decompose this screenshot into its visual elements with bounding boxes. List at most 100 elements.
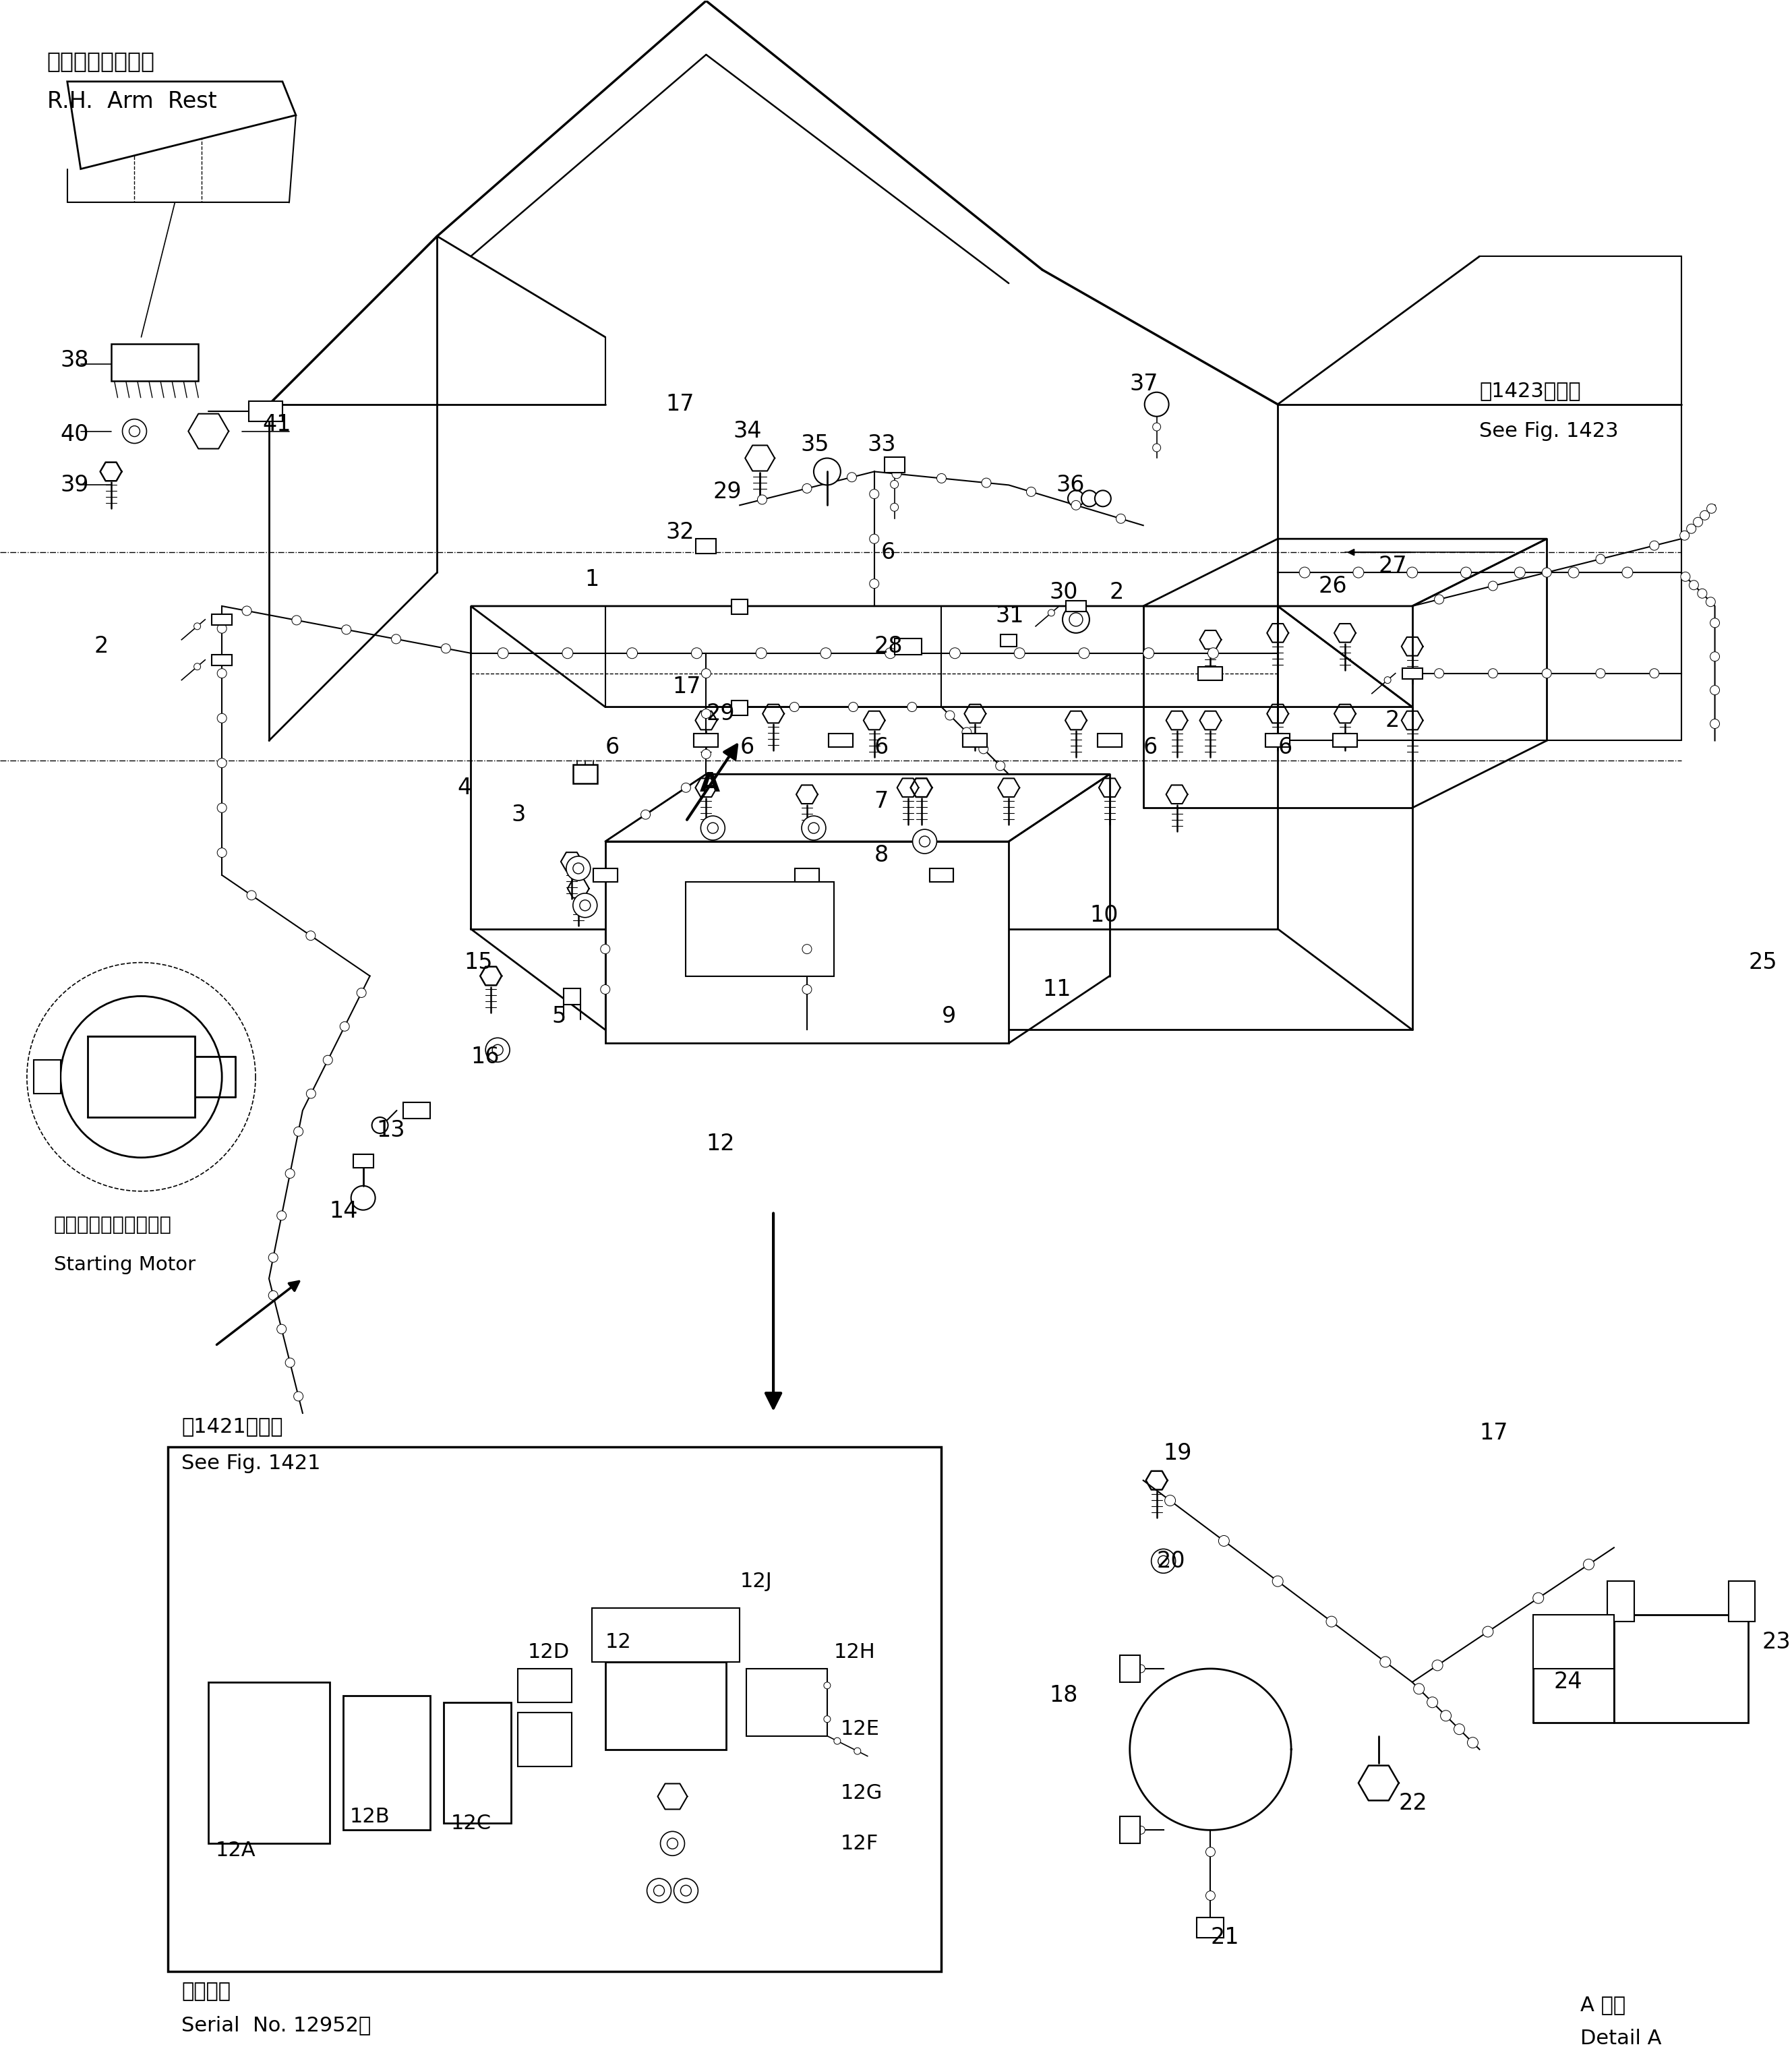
- Bar: [573, 765, 597, 783]
- Circle shape: [1014, 648, 1025, 658]
- Circle shape: [217, 624, 226, 634]
- Circle shape: [1136, 1825, 1145, 1834]
- Circle shape: [1299, 566, 1310, 578]
- Bar: [930, 868, 953, 882]
- Circle shape: [1650, 541, 1659, 550]
- Circle shape: [912, 829, 937, 853]
- Text: 11: 11: [1043, 978, 1072, 1001]
- Text: 6: 6: [1278, 736, 1292, 759]
- Circle shape: [758, 494, 767, 505]
- Circle shape: [1693, 517, 1702, 527]
- Text: 12: 12: [606, 1633, 631, 1651]
- Text: 37: 37: [1129, 373, 1158, 396]
- Bar: [606, 841, 1009, 1044]
- Text: 23: 23: [1762, 1631, 1790, 1653]
- Text: Detail A: Detail A: [1581, 2028, 1661, 2049]
- Bar: [747, 1670, 828, 1735]
- Circle shape: [1453, 1723, 1464, 1735]
- Circle shape: [1027, 486, 1036, 496]
- Text: 6: 6: [740, 736, 754, 759]
- Circle shape: [306, 931, 315, 939]
- Bar: [1197, 1918, 1224, 1938]
- Circle shape: [1383, 677, 1391, 683]
- Text: A 詳細: A 詳細: [1581, 1996, 1625, 2014]
- Bar: [1199, 667, 1222, 681]
- Text: 24: 24: [1554, 1672, 1582, 1694]
- Circle shape: [600, 943, 609, 954]
- Circle shape: [833, 1737, 840, 1743]
- Text: 6: 6: [874, 736, 889, 759]
- Circle shape: [1070, 613, 1082, 626]
- Circle shape: [869, 490, 878, 498]
- Bar: [1615, 1614, 1749, 1723]
- Circle shape: [642, 810, 650, 818]
- Circle shape: [756, 648, 767, 658]
- Circle shape: [323, 1056, 333, 1064]
- Text: 12G: 12G: [840, 1782, 883, 1803]
- Bar: [796, 868, 819, 882]
- Circle shape: [285, 1169, 294, 1177]
- Circle shape: [1081, 490, 1097, 507]
- Circle shape: [1272, 1575, 1283, 1587]
- Bar: [111, 345, 199, 381]
- Text: 12H: 12H: [833, 1643, 876, 1661]
- Text: 6: 6: [606, 736, 620, 759]
- Circle shape: [1152, 423, 1161, 431]
- Circle shape: [292, 615, 301, 626]
- Bar: [695, 539, 717, 554]
- Circle shape: [937, 474, 946, 484]
- Text: See Fig. 1423: See Fig. 1423: [1480, 420, 1618, 441]
- Bar: [1000, 634, 1016, 646]
- Circle shape: [1048, 609, 1055, 615]
- Circle shape: [486, 1038, 509, 1062]
- Circle shape: [1441, 1711, 1452, 1721]
- Circle shape: [1568, 566, 1579, 578]
- Circle shape: [1690, 580, 1699, 591]
- Circle shape: [217, 759, 226, 767]
- Circle shape: [1541, 669, 1552, 679]
- Circle shape: [1414, 1684, 1425, 1694]
- Circle shape: [1710, 617, 1720, 628]
- Circle shape: [944, 710, 955, 720]
- Circle shape: [1706, 597, 1715, 607]
- Circle shape: [351, 1185, 375, 1210]
- Circle shape: [573, 894, 597, 917]
- Text: 17: 17: [667, 394, 695, 416]
- Circle shape: [667, 1838, 677, 1848]
- Circle shape: [1487, 669, 1498, 679]
- Circle shape: [373, 1118, 389, 1134]
- Circle shape: [701, 749, 711, 759]
- Text: 7: 7: [874, 790, 889, 812]
- Text: See Fig. 1421: See Fig. 1421: [181, 1454, 321, 1473]
- Circle shape: [278, 1325, 287, 1333]
- Circle shape: [681, 783, 690, 792]
- Circle shape: [129, 427, 140, 437]
- Text: 3: 3: [511, 804, 525, 827]
- Circle shape: [1686, 525, 1695, 533]
- Text: 1: 1: [584, 568, 599, 591]
- Text: 40: 40: [61, 423, 90, 445]
- Circle shape: [907, 701, 918, 712]
- Bar: [208, 1682, 330, 1844]
- Text: 22: 22: [1400, 1793, 1428, 1815]
- Circle shape: [891, 502, 898, 511]
- Circle shape: [217, 804, 226, 812]
- Circle shape: [701, 669, 711, 679]
- Text: 右　アームレスト: 右 アームレスト: [47, 49, 154, 72]
- Circle shape: [566, 855, 590, 880]
- Circle shape: [194, 624, 201, 630]
- Bar: [342, 1696, 430, 1829]
- Bar: [518, 1670, 572, 1702]
- Circle shape: [1068, 490, 1084, 507]
- Text: 6: 6: [1143, 736, 1158, 759]
- Circle shape: [285, 1358, 294, 1368]
- Circle shape: [357, 989, 366, 997]
- Text: 33: 33: [867, 433, 896, 455]
- Bar: [1727, 1581, 1754, 1622]
- Circle shape: [647, 1879, 672, 1903]
- Circle shape: [982, 478, 991, 488]
- Circle shape: [803, 984, 812, 995]
- Bar: [1120, 1655, 1140, 1682]
- Text: 第1423図参照: 第1423図参照: [1480, 381, 1581, 400]
- Circle shape: [1706, 505, 1717, 513]
